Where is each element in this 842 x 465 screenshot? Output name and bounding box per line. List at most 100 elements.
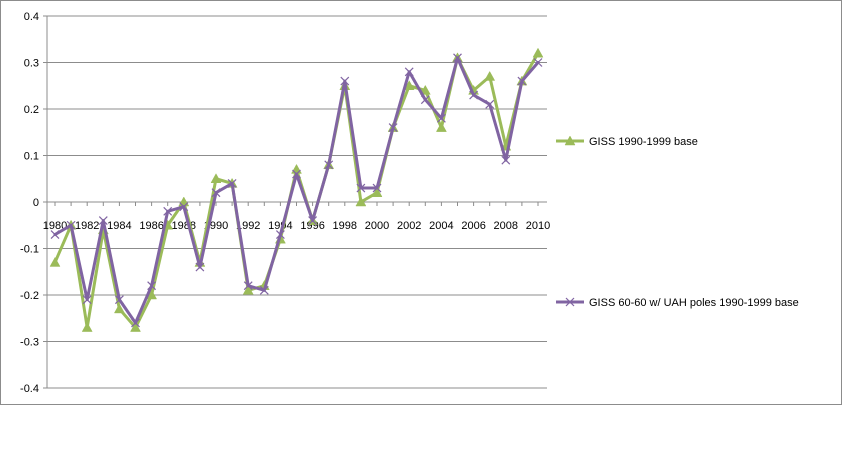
data-point-x xyxy=(388,123,398,133)
series-group xyxy=(49,47,544,332)
data-point-x-stroke xyxy=(114,295,124,305)
data-point-triangle xyxy=(484,70,496,81)
data-point-triangle xyxy=(130,322,141,332)
data-point-x-stroke xyxy=(420,95,430,105)
data-point-x xyxy=(436,113,446,123)
data-point-x-stroke xyxy=(436,113,446,123)
data-point-x-stroke xyxy=(324,160,334,170)
gridlines xyxy=(47,15,547,389)
data-point-x-stroke xyxy=(227,178,237,188)
data-point-x-stroke xyxy=(469,90,479,100)
data-point-x-stroke xyxy=(131,318,140,328)
legend-item: GISS 1990-1999 base xyxy=(556,135,698,148)
data-point-x xyxy=(404,67,414,77)
data-point-x-stroke xyxy=(98,216,108,226)
data-point-x-stroke xyxy=(163,206,173,216)
data-point-x xyxy=(66,220,76,230)
data-point-triangle xyxy=(49,256,61,267)
data-point-x-stroke xyxy=(292,169,301,179)
data-point-x-stroke xyxy=(485,99,495,109)
x-tick-label: 1996 xyxy=(300,220,324,232)
data-point-x-stroke xyxy=(147,281,157,291)
y-tick-label: -0.4 xyxy=(20,383,39,395)
data-point-x xyxy=(211,188,221,198)
x-tick-label: 1994 xyxy=(268,220,292,232)
data-point-x xyxy=(292,169,301,179)
data-point-x-stroke xyxy=(50,230,60,239)
data-point-x xyxy=(98,216,108,226)
data-point-x xyxy=(485,99,495,109)
data-point-x xyxy=(195,262,205,272)
data-point-x xyxy=(179,202,189,212)
data-point-x xyxy=(420,95,430,105)
y-tick-label: 0.2 xyxy=(24,104,39,116)
data-point-x-stroke xyxy=(243,281,253,291)
legend-marker-x-stroke xyxy=(565,297,575,307)
data-point-x xyxy=(340,76,350,86)
data-point-x-stroke xyxy=(179,202,189,212)
x-tick-label: 2008 xyxy=(494,220,518,232)
data-point-x-stroke xyxy=(517,76,527,86)
data-point-x xyxy=(372,183,382,193)
legend-label: GISS 1990-1999 base xyxy=(589,136,698,148)
data-point-x-stroke xyxy=(82,295,92,305)
data-point-x xyxy=(517,76,527,86)
x-tick-label: 1992 xyxy=(236,220,260,232)
data-point-x-stroke xyxy=(211,188,221,198)
data-point-x xyxy=(501,155,511,165)
data-point-triangle xyxy=(371,187,383,197)
data-point-x xyxy=(453,53,462,63)
data-point-x-stroke xyxy=(388,123,398,133)
legend: GISS 1990-1999 base GISS 60-60 w/ UAH pol… xyxy=(556,135,799,309)
x-tick-label: 2004 xyxy=(429,220,453,232)
y-tick-label: -0.3 xyxy=(20,337,39,349)
data-point-x-stroke xyxy=(453,53,462,63)
data-point-triangle xyxy=(435,122,447,132)
x-tick-label: 2002 xyxy=(397,220,421,232)
data-point-x xyxy=(324,160,334,170)
data-point-triangle xyxy=(532,47,544,58)
data-point-x-stroke xyxy=(340,76,350,86)
legend-marker-triangle xyxy=(564,135,576,146)
data-point-x xyxy=(275,230,285,239)
data-point-x xyxy=(114,295,124,305)
y-tick-label: -0.1 xyxy=(20,244,39,256)
data-point-x xyxy=(82,295,92,305)
data-point-x xyxy=(147,281,157,291)
legend-marker-x xyxy=(565,297,575,307)
y-tick-label: 0.1 xyxy=(24,151,39,163)
x-tick-label: 1980 xyxy=(43,220,67,232)
data-point-x xyxy=(227,178,237,188)
data-point-x-stroke xyxy=(195,262,205,272)
data-point-triangle xyxy=(81,322,93,332)
data-point-x-stroke xyxy=(404,67,414,77)
data-point-x xyxy=(163,206,173,216)
x-tick-label: 1982 xyxy=(75,220,99,232)
data-point-triangle xyxy=(419,84,431,95)
data-point-x-stroke xyxy=(66,220,76,230)
data-point-x-stroke xyxy=(533,58,543,67)
data-point-x-stroke xyxy=(308,216,318,226)
data-point-x xyxy=(259,285,269,295)
data-point-x-stroke xyxy=(356,183,366,193)
x-tick-label: 1984 xyxy=(107,220,131,232)
data-point-x xyxy=(131,318,140,328)
data-point-x xyxy=(50,230,60,239)
y-tick-label: 0.3 xyxy=(24,58,39,70)
data-point-x xyxy=(533,58,543,67)
x-tick-label: 2006 xyxy=(461,220,485,232)
y-tick-label: 0.4 xyxy=(24,11,39,23)
data-point-x xyxy=(469,90,479,100)
x-tick-label: 1998 xyxy=(333,220,357,232)
data-point-triangle xyxy=(113,303,125,314)
y-tick-label: 0 xyxy=(33,197,39,209)
legend-label: GISS 60-60 w/ UAH poles 1990-1999 base xyxy=(589,297,799,309)
data-point-triangle xyxy=(210,173,222,183)
data-point-x xyxy=(356,183,366,193)
data-point-x-stroke xyxy=(372,183,382,193)
y-tick-label: -0.2 xyxy=(20,290,39,302)
data-point-x-stroke xyxy=(275,230,285,239)
series-giss-uah-poles xyxy=(50,53,543,328)
